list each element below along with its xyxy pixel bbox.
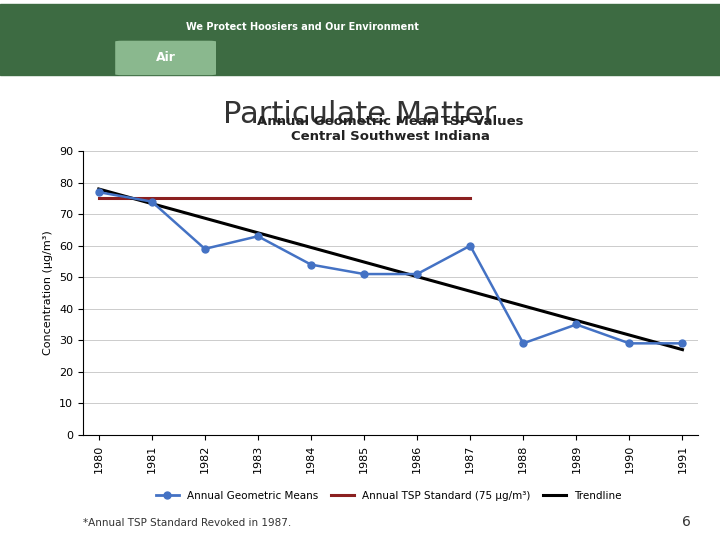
Annual Geometric Means bbox=[678, 340, 687, 347]
Annual Geometric Means bbox=[466, 242, 474, 249]
Annual Geometric Means bbox=[625, 340, 634, 347]
Annual Geometric Means bbox=[253, 233, 262, 240]
Legend: Annual Geometric Means, Annual TSP Standard (75 µg/m³), Trendline: Annual Geometric Means, Annual TSP Stand… bbox=[152, 487, 626, 505]
FancyBboxPatch shape bbox=[115, 40, 216, 75]
Annual TSP Standard (75 µg/m³) bbox=[94, 195, 103, 201]
Text: Particulate Matter: Particulate Matter bbox=[223, 100, 497, 129]
Annual Geometric Means bbox=[148, 198, 156, 205]
Text: *Annual TSP Standard Revoked in 1987.: *Annual TSP Standard Revoked in 1987. bbox=[83, 518, 291, 529]
Title: Annual Geometric Mean TSP Values
Central Southwest Indiana: Annual Geometric Mean TSP Values Central… bbox=[257, 115, 524, 143]
Line: Annual Geometric Means: Annual Geometric Means bbox=[95, 188, 686, 347]
Annual TSP Standard (75 µg/m³) bbox=[466, 195, 474, 201]
Text: 6: 6 bbox=[683, 516, 691, 530]
Annual Geometric Means bbox=[307, 261, 315, 268]
Annual Geometric Means bbox=[572, 321, 580, 328]
Text: Air: Air bbox=[156, 51, 176, 64]
Annual Geometric Means bbox=[519, 340, 528, 347]
Annual Geometric Means bbox=[360, 271, 369, 278]
Annual Geometric Means bbox=[201, 246, 210, 252]
Text: We Protect Hoosiers and Our Environment: We Protect Hoosiers and Our Environment bbox=[186, 22, 419, 32]
Annual Geometric Means bbox=[413, 271, 421, 278]
Y-axis label: Concentration (µg/m³): Concentration (µg/m³) bbox=[43, 231, 53, 355]
Annual Geometric Means bbox=[94, 189, 103, 195]
